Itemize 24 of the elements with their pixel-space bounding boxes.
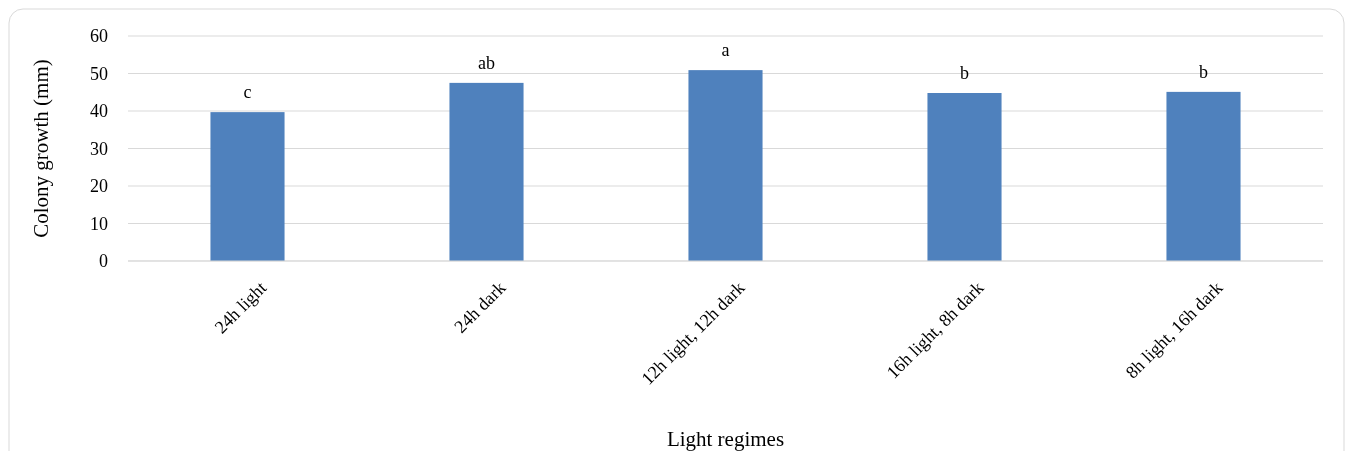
bar <box>210 112 285 261</box>
annotation: ab <box>478 52 495 73</box>
annotation: a <box>721 40 730 61</box>
annotation: c <box>243 82 252 103</box>
bar <box>449 82 524 261</box>
y-tick-label: 50 <box>90 63 108 84</box>
y-tick-label: 0 <box>99 251 108 272</box>
bar <box>1166 91 1241 261</box>
y-tick-label: 30 <box>90 138 108 159</box>
x-tick-label: 24h dark <box>450 277 510 337</box>
y-tick-label: 40 <box>90 101 108 122</box>
x-tick-label: 12h light, 12h dark <box>637 277 749 389</box>
y-tick-label: 60 <box>90 26 108 47</box>
y-tick-label: 10 <box>90 213 108 234</box>
bar <box>688 70 763 261</box>
annotation: b <box>960 63 969 83</box>
annotation: b <box>1199 61 1208 82</box>
x-tick-label: 16h light, 8h dark <box>882 277 988 383</box>
bar <box>927 93 1002 261</box>
x-tick-label: 8h light, 16h dark <box>1121 277 1227 383</box>
x-tick-label: 24h light <box>210 277 271 338</box>
x-axis-title: Light regimes <box>666 427 785 451</box>
y-axis-title: Colony growth (mm) <box>29 59 53 238</box>
y-tick-label: 20 <box>90 176 108 197</box>
